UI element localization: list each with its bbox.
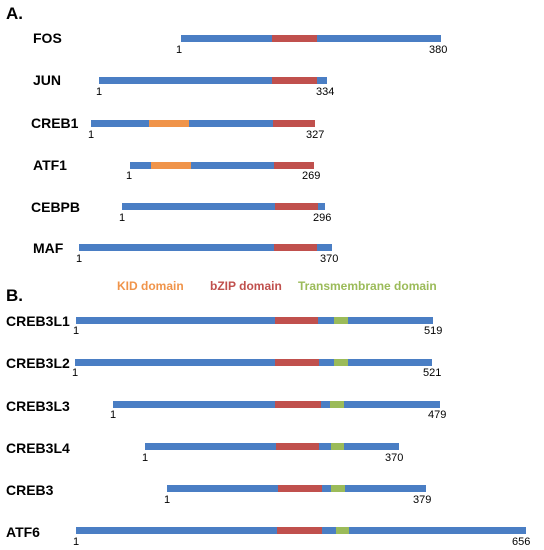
end-position: 479 <box>428 409 447 421</box>
protein-backbone <box>75 359 432 366</box>
legend-bzip-domain: bZIP domain <box>210 279 282 293</box>
end-position: 370 <box>320 253 339 265</box>
protein-backbone <box>130 162 314 169</box>
protein-backbone <box>181 35 441 42</box>
protein-name: JUN <box>33 72 62 88</box>
bzip-domain <box>272 35 317 42</box>
start-position: 1 <box>73 536 80 548</box>
protein-backbone <box>99 77 327 84</box>
protein-name: CREB3L3 <box>6 398 70 414</box>
protein-backbone <box>91 120 315 127</box>
bzip-domain <box>275 203 318 210</box>
protein-name: CREB3 <box>6 482 54 498</box>
transmembrane-domain <box>334 359 348 366</box>
bzip-domain <box>272 77 317 84</box>
start-position: 1 <box>164 494 171 506</box>
start-position: 1 <box>88 129 95 141</box>
kid-domain <box>151 162 191 169</box>
start-position: 1 <box>119 212 126 224</box>
start-position: 1 <box>76 253 83 265</box>
end-position: 380 <box>429 44 448 56</box>
kid-domain <box>149 120 189 127</box>
start-position: 1 <box>72 367 79 379</box>
end-position: 334 <box>316 86 335 98</box>
bzip-domain <box>277 527 322 534</box>
protein-backbone <box>122 203 325 210</box>
bzip-domain <box>275 317 318 324</box>
end-position: 269 <box>302 170 321 182</box>
transmembrane-domain <box>330 401 344 408</box>
transmembrane-domain <box>331 485 345 492</box>
start-position: 1 <box>142 452 149 464</box>
bzip-domain <box>275 401 321 408</box>
bzip-domain <box>273 120 315 127</box>
protein-name: CREB1 <box>31 115 79 131</box>
end-position: 296 <box>313 212 332 224</box>
end-position: 370 <box>385 452 404 464</box>
section-b-label: B. <box>6 286 23 305</box>
transmembrane-domain <box>331 443 344 450</box>
protein-backbone <box>76 527 526 534</box>
protein-backbone <box>79 244 332 251</box>
protein-name: ATF1 <box>33 157 67 173</box>
transmembrane-domain <box>336 527 349 534</box>
end-position: 521 <box>423 367 442 379</box>
protein-name: ATF6 <box>6 524 40 540</box>
start-position: 1 <box>73 325 80 337</box>
section-a-label: A. <box>6 4 23 23</box>
protein-name: CREB3L4 <box>6 440 70 456</box>
protein-backbone <box>167 485 426 492</box>
end-position: 656 <box>512 536 531 548</box>
start-position: 1 <box>96 86 103 98</box>
protein-name: CREB3L2 <box>6 355 70 371</box>
protein-name: CREB3L1 <box>6 313 70 329</box>
end-position: 327 <box>306 129 325 141</box>
legend-transmembrane-domain: Transmembrane domain <box>298 279 437 293</box>
bzip-domain <box>278 485 322 492</box>
start-position: 1 <box>176 44 183 56</box>
start-position: 1 <box>110 409 117 421</box>
start-position: 1 <box>126 170 133 182</box>
protein-backbone <box>145 443 399 450</box>
protein-name: FOS <box>33 30 62 46</box>
bzip-domain <box>276 443 319 450</box>
protein-backbone <box>76 317 433 324</box>
protein-name: MAF <box>33 240 64 256</box>
legend-kid-domain: KID domain <box>117 279 184 293</box>
end-position: 379 <box>413 494 432 506</box>
bzip-domain <box>274 162 314 169</box>
end-position: 519 <box>424 325 443 337</box>
protein-backbone <box>113 401 440 408</box>
bzip-domain <box>275 359 319 366</box>
protein-name: CEBPB <box>31 199 81 215</box>
bzip-domain <box>274 244 317 251</box>
transmembrane-domain <box>334 317 348 324</box>
